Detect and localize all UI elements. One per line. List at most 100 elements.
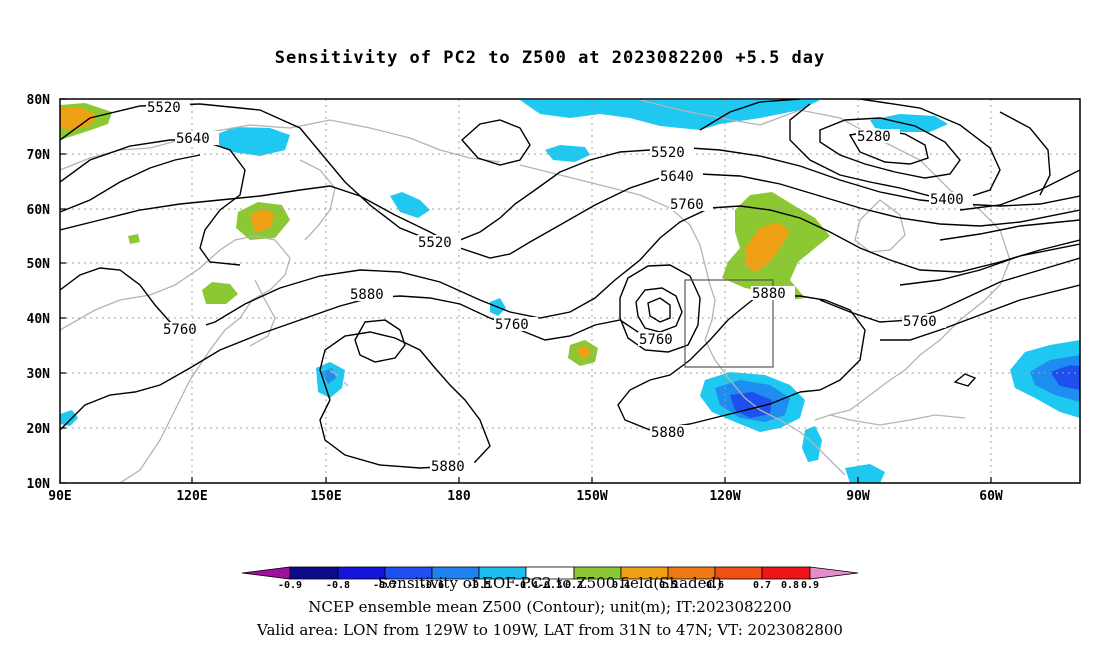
contour-label: 5880 xyxy=(431,459,465,475)
shade-arctic-blue-2 xyxy=(870,114,948,132)
contour-label: 5640 xyxy=(176,131,210,147)
lon-label: 180 xyxy=(447,489,471,504)
colorbar-label: -0.3 xyxy=(538,580,562,591)
caption-shaded: Sensitivity of EOF PC2 to Z500 field(Sha… xyxy=(378,574,722,592)
contour-label: 5760 xyxy=(670,197,704,213)
colorbar xyxy=(241,566,859,580)
map-frame xyxy=(59,98,1081,484)
contour-5520-mid xyxy=(199,103,1080,241)
lon-label: 60W xyxy=(979,489,1003,504)
coast-kamchatka xyxy=(299,159,336,241)
shade-japan-green xyxy=(202,282,238,304)
colorbar-label: -0.8 xyxy=(326,580,350,591)
contour-5880-main xyxy=(60,295,651,483)
colorbar-label: 0.6 xyxy=(706,580,724,591)
contour-east-edge xyxy=(880,284,1080,341)
colorbar-label: -0.7 xyxy=(373,580,397,591)
colorbar-right-tip xyxy=(809,566,859,580)
contour-east-lat xyxy=(939,219,1080,241)
lat-labels: 80N 70N 60N 50N 40N 30N 20N 10N xyxy=(27,93,51,492)
colorbar-label: 0.5 xyxy=(659,580,677,591)
contour-5640-nw xyxy=(60,139,246,266)
coast-japan xyxy=(249,279,276,347)
contour-north-1 xyxy=(60,154,201,213)
contour-label: 5760 xyxy=(495,317,529,333)
lon-label: 150W xyxy=(576,489,607,504)
colorbar-label: -0.5 xyxy=(467,580,491,591)
shade-bering-blue xyxy=(390,192,430,218)
lat-label: 80N xyxy=(27,93,51,108)
axis-ticks xyxy=(60,98,992,484)
shade-pacific-orange xyxy=(577,346,590,358)
coast-alaska xyxy=(519,164,716,341)
shade-siberia-blue xyxy=(215,127,290,156)
shade-atlantic-dark xyxy=(1050,365,1080,390)
colorbar-label: 0.9 xyxy=(801,580,819,591)
lat-label: 50N xyxy=(27,257,51,272)
shade-caribbean-blue xyxy=(845,464,885,483)
contour-label: 5880 xyxy=(350,287,384,303)
colorbar-label: 0.3 xyxy=(565,580,583,591)
caption-contour: NCEP ensemble mean Z500 (Contour); unit(… xyxy=(308,598,792,616)
colorbar-label: -0.6 xyxy=(420,580,444,591)
contour-label-group: 5520 5640 5520 5520 5640 5760 5280 5400 … xyxy=(146,100,973,475)
contour-5880-loop-east xyxy=(617,295,866,431)
contour-pacific-low-inner xyxy=(635,287,683,333)
caption-valid-area: Valid area: LON from 129W to 109W, LAT f… xyxy=(257,621,843,639)
contour-label: 5760 xyxy=(903,314,937,330)
coast-hawaii xyxy=(329,369,349,387)
lon-label: 90W xyxy=(846,489,870,504)
contour-polar-2 xyxy=(819,117,961,179)
contour-small-loop xyxy=(953,373,977,387)
contour-5880-south-2 xyxy=(319,331,491,467)
gridlines xyxy=(60,99,1080,483)
contour-5640-mid xyxy=(60,173,1080,259)
valid-area-box xyxy=(684,279,774,368)
lon-label: 120W xyxy=(709,489,740,504)
contour-label: 5880 xyxy=(651,425,685,441)
colorbar-label: -0.4 xyxy=(514,580,538,591)
lat-label: 70N xyxy=(27,148,51,163)
contour-bering-loop xyxy=(461,119,531,166)
lat-label: 10N xyxy=(27,477,51,492)
contour-5760-main xyxy=(60,205,1080,331)
shade-arctic-blue xyxy=(520,100,820,130)
contour-label: 5760 xyxy=(163,322,197,338)
coast-hudson xyxy=(854,199,906,253)
coast-us-west xyxy=(704,339,846,476)
contour-label: 5520 xyxy=(147,100,181,116)
contour-label: 5880 xyxy=(752,286,786,302)
contour-5400-east xyxy=(959,169,1080,211)
coast-siberia xyxy=(60,119,501,171)
contour-5880-south xyxy=(319,399,456,469)
shade-okhotsk-orange xyxy=(250,208,275,232)
lat-label: 60N xyxy=(27,203,51,218)
contour-label: 5400 xyxy=(930,192,964,208)
coast-us-east xyxy=(814,299,986,421)
colorbar-label: 0.7 xyxy=(753,580,771,591)
colorbar-label: 0.8 xyxy=(781,580,799,591)
contour-pacific-low-core xyxy=(647,297,671,323)
contour-label: 5520 xyxy=(418,235,452,251)
contour-label: 5520 xyxy=(651,145,685,161)
map-title: Sensitivity of PC2 to Z500 at 2023082200… xyxy=(274,48,826,68)
lat-label: 20N xyxy=(27,422,51,437)
lon-label: 120E xyxy=(176,489,207,504)
contour-5760-east xyxy=(819,257,1080,323)
contour-label: 5280 xyxy=(857,129,891,145)
coast-east-asia xyxy=(60,235,291,483)
colorbar-label: 0.4 xyxy=(612,580,630,591)
contour-polar-outer xyxy=(699,99,801,131)
coastlines xyxy=(60,99,1011,483)
shade-canada-orange xyxy=(745,222,790,272)
lat-label: 40N xyxy=(27,312,51,327)
shade-central-blue xyxy=(802,426,822,462)
lon-labels: 90E 120E 150E 180 150W 120W 90W 60W xyxy=(48,489,1003,504)
colorbar-labels: -0.9 -0.8 -0.7 -0.6 -0.5 -0.4 -0.3 0.3 0… xyxy=(278,580,819,591)
shade-green-spot-1 xyxy=(128,234,140,244)
lon-label: 90E xyxy=(48,489,71,504)
colorbar-label: -0.9 xyxy=(278,580,302,591)
contour-5880-cell xyxy=(354,319,406,363)
contour-label: 5640 xyxy=(660,169,694,185)
